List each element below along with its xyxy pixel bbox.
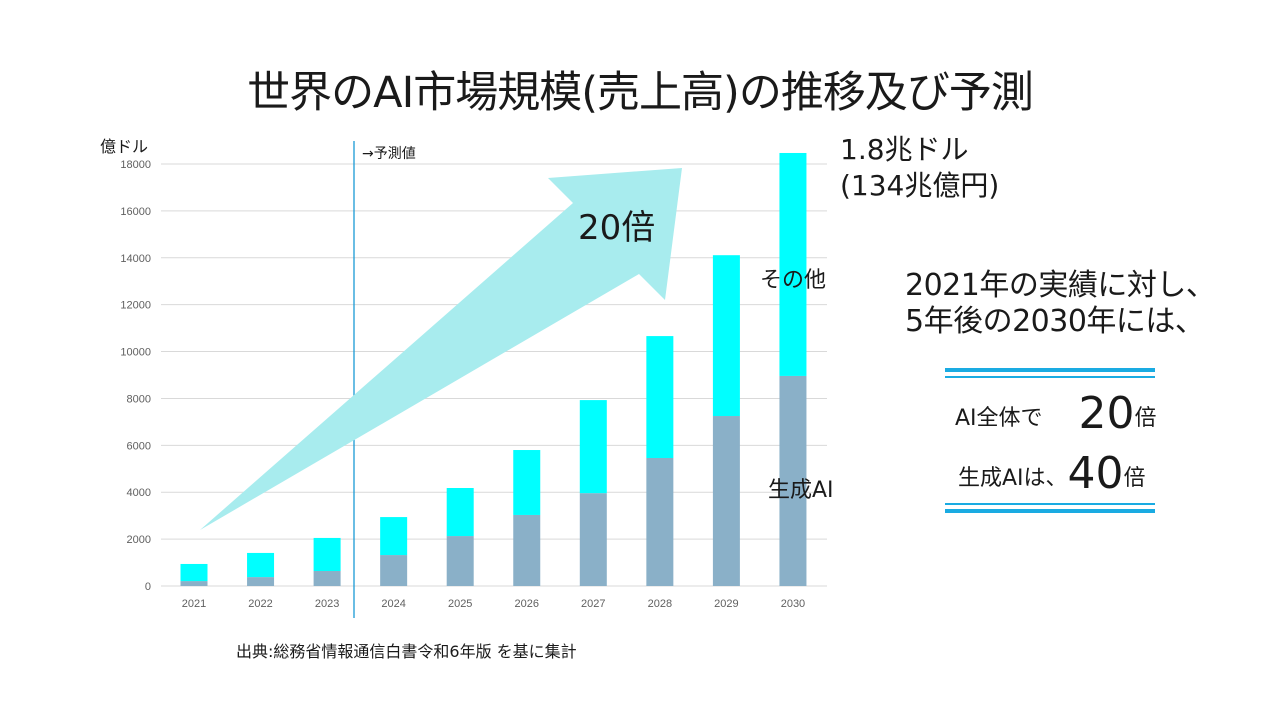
bar-gen-ai-2021: [180, 581, 208, 586]
bar-other-2026: [513, 450, 541, 515]
bar-other-2022: [247, 552, 275, 578]
y-axis-ticks: 0 2000 4000 6000 8000 10000 12000 14000 16000 180…: [120, 159, 151, 593]
total-2030-annotation: 1.8兆ドル (134兆億円): [840, 132, 999, 204]
bar-other-2028: [646, 336, 674, 458]
bar-gen-ai-2027: [579, 493, 607, 586]
x-axis-ticks: 2021 2022 2023 2024 2025 2026 2027 2028 2029 2030: [182, 598, 805, 610]
series-label-gen-ai: 生成AI: [768, 478, 834, 503]
ai-total-number: 20: [1078, 388, 1135, 439]
gen-ai-multiplier: 生成AIは、40倍: [958, 448, 1146, 499]
bar-gen-ai-2028: [646, 457, 674, 586]
bar-other-2029: [712, 255, 740, 417]
y-tick-label: 10000: [120, 347, 151, 359]
source-citation: 出典:総務省情報通信白書令和6年版 を基に集計: [236, 642, 577, 661]
summary-line-2: 5年後の2030年には、: [905, 304, 1205, 339]
y-tick-label: 6000: [127, 440, 151, 452]
y-tick-label: 4000: [127, 487, 151, 499]
y-tick-label: 18000: [120, 159, 151, 171]
bar-gen-ai-2030: [779, 375, 807, 586]
y-tick-label: 0: [145, 581, 151, 593]
summary-line-1: 2021年の実績に対し、: [905, 268, 1216, 303]
bar-other-2021: [180, 563, 208, 582]
ai-total-multiplier: AI全体で 20倍: [955, 388, 1157, 439]
y-axis-unit-label: 億ドル: [100, 137, 149, 156]
growth-arrow-shape: [200, 168, 682, 530]
summary-rule-bottom-thick: [945, 509, 1155, 513]
bars: [180, 152, 807, 586]
summary-rule-top-thick: [945, 368, 1155, 372]
bar-gen-ai-2025: [446, 536, 474, 586]
forecast-label: →予測値: [362, 146, 416, 162]
x-tick-label: 2027: [581, 598, 605, 610]
series-label-other: その他: [760, 268, 827, 293]
slide-title: 世界のAI市場規模(売上高)の推移及び予測: [247, 68, 1034, 118]
bar-other-2024: [380, 517, 408, 556]
y-tick-label: 12000: [120, 300, 151, 312]
y-tick-label: 14000: [120, 253, 151, 265]
bar-other-2023: [313, 537, 341, 571]
bar-gen-ai-2023: [313, 570, 341, 586]
summary-text: 2021年の実績に対し、 5年後の2030年には、: [905, 268, 1216, 340]
x-tick-label: 2024: [381, 598, 405, 610]
bar-gen-ai-2024: [380, 555, 408, 586]
x-tick-label: 2029: [714, 598, 738, 610]
bar-gen-ai-2022: [247, 577, 275, 586]
ai-total-suffix: 倍: [1134, 406, 1157, 431]
y-tick-label: 2000: [127, 534, 151, 546]
y-tick-label: 8000: [127, 393, 151, 405]
summary-rule-bottom-thin: [945, 503, 1155, 505]
bar-gen-ai-2026: [513, 514, 541, 586]
total-2030-usd: 1.8兆ドル: [840, 133, 969, 166]
x-tick-label: 2028: [648, 598, 672, 610]
x-tick-label: 2025: [448, 598, 472, 610]
x-tick-label: 2026: [515, 598, 539, 610]
x-tick-label: 2023: [315, 598, 339, 610]
ai-total-prefix: AI全体で: [955, 406, 1043, 431]
summary-rule-top-thin: [945, 376, 1155, 378]
growth-arrow-label: 20倍: [578, 208, 656, 248]
bar-other-2025: [446, 488, 474, 537]
total-2030-jpy: (134兆億円): [840, 169, 1000, 202]
gen-ai-suffix: 倍: [1123, 466, 1146, 491]
bar-other-2030: [779, 152, 807, 376]
x-tick-label: 2021: [182, 598, 206, 610]
x-tick-label: 2030: [781, 598, 805, 610]
bar-other-2027: [579, 400, 607, 494]
bar-gen-ai-2029: [712, 416, 740, 586]
x-tick-label: 2022: [248, 598, 272, 610]
gen-ai-prefix: 生成AIは、: [958, 466, 1068, 491]
gen-ai-number: 40: [1067, 448, 1124, 499]
y-tick-label: 16000: [120, 206, 151, 218]
